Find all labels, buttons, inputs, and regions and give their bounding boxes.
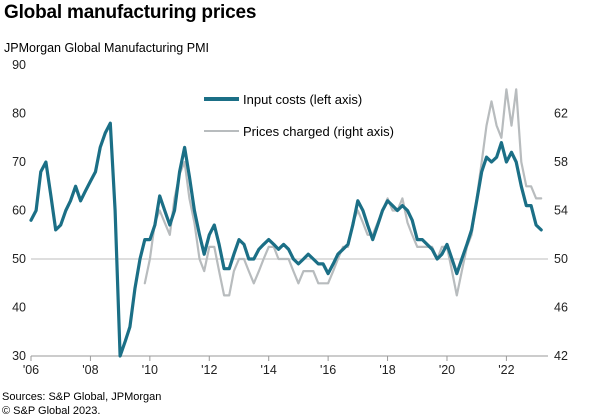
right-y-tick-label: 42 bbox=[554, 349, 568, 363]
x-tick-label: '20 bbox=[439, 363, 455, 377]
left-y-tick-label: 90 bbox=[12, 58, 26, 72]
right-y-tick-label: 58 bbox=[554, 155, 568, 169]
legend: Input costs (left axis) Prices charged (… bbox=[204, 92, 394, 139]
source-note: Sources: S&P Global, JPMorgan © S&P Glob… bbox=[2, 390, 161, 418]
left-y-tick-label: 80 bbox=[12, 107, 26, 121]
left-y-tick-label: 60 bbox=[12, 204, 26, 218]
x-tick-label: '18 bbox=[379, 363, 395, 377]
legend-label-input-costs: Input costs (left axis) bbox=[243, 92, 362, 107]
series-line-input-costs bbox=[29, 121, 543, 358]
copyright-line: © S&P Global 2023. bbox=[2, 405, 101, 417]
right-y-tick-label: 54 bbox=[554, 204, 568, 218]
chart-subtitle: JPMorgan Global Manufacturing PMI bbox=[4, 41, 209, 55]
source-line: Sources: S&P Global, JPMorgan bbox=[2, 391, 162, 403]
right-y-tick-label: 46 bbox=[554, 301, 568, 315]
series-layer bbox=[29, 88, 543, 358]
x-tick-label: '08 bbox=[82, 363, 98, 377]
right-y-tick-label: 50 bbox=[554, 252, 568, 266]
legend-label-prices-charged: Prices charged (right axis) bbox=[243, 124, 394, 139]
x-tick-label: '10 bbox=[142, 363, 158, 377]
axes: 30 40 50 60 70 80 90 42 46 50 54 58 62 '06 '08 '10 '12 '1… bbox=[12, 58, 568, 377]
line-chart: 30 40 50 60 70 80 90 42 46 50 54 58 62 '06 '08 '10 '12 '1… bbox=[12, 58, 568, 377]
chart-title: Global manufacturing prices bbox=[4, 2, 257, 23]
series-line-prices-charged bbox=[143, 88, 543, 297]
left-y-tick-label: 40 bbox=[12, 301, 26, 315]
right-y-tick-label: 62 bbox=[554, 107, 568, 121]
x-tick-label: '16 bbox=[320, 363, 336, 377]
left-y-tick-label: 30 bbox=[12, 349, 26, 363]
x-tick-label: '14 bbox=[261, 363, 277, 377]
x-tick-label: '22 bbox=[498, 363, 514, 377]
x-tick-label: '06 bbox=[23, 363, 39, 377]
left-y-tick-label: 50 bbox=[12, 252, 26, 266]
x-tick-label: '12 bbox=[201, 363, 217, 377]
left-y-tick-label: 70 bbox=[12, 155, 26, 169]
